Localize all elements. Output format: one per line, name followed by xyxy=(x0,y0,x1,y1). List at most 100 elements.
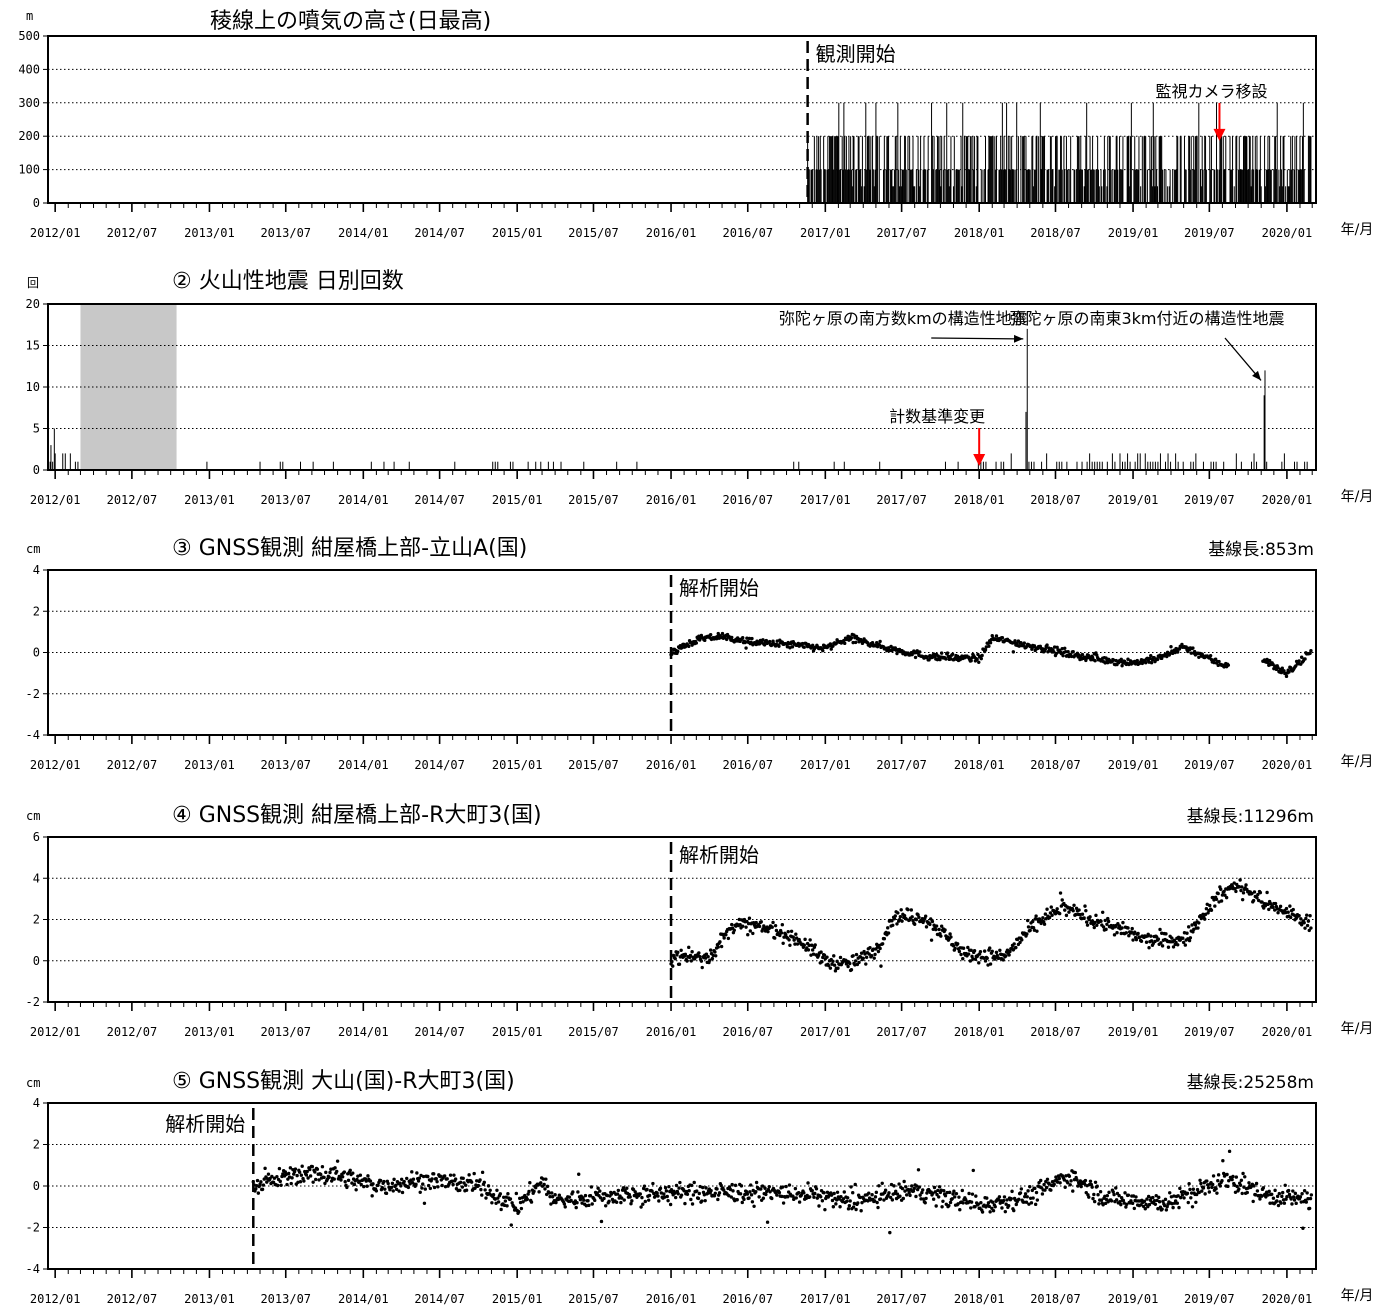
data-point xyxy=(710,956,715,961)
data-point xyxy=(732,928,736,932)
data-point xyxy=(842,638,846,643)
data-point xyxy=(436,1185,440,1189)
y-tick-label: -4 xyxy=(26,728,40,742)
data-point xyxy=(1284,674,1289,679)
data-point xyxy=(1024,1200,1029,1204)
data-point xyxy=(278,1179,282,1184)
data-point xyxy=(1126,926,1130,930)
data-point xyxy=(650,1189,654,1193)
data-point xyxy=(1208,903,1212,908)
data-point xyxy=(1090,1185,1094,1189)
x-tick-label: 2018/07 xyxy=(1030,226,1081,240)
data-point xyxy=(323,1181,327,1186)
data-point xyxy=(1227,1179,1231,1183)
data-point xyxy=(1286,1188,1291,1193)
data-point xyxy=(1189,1196,1193,1200)
y-tick-label: 4 xyxy=(33,1096,40,1110)
x-tick-label: 2015/01 xyxy=(492,758,543,772)
x-tick-label: 2015/07 xyxy=(568,758,619,772)
data-point xyxy=(916,1168,921,1172)
data-point xyxy=(808,938,812,942)
data-point xyxy=(384,1191,389,1196)
data-point xyxy=(777,1190,782,1195)
data-point xyxy=(272,1176,277,1180)
data-point xyxy=(944,657,948,661)
data-point xyxy=(275,1174,279,1179)
data-point xyxy=(255,1178,260,1183)
data-point xyxy=(1092,1192,1096,1197)
data-point xyxy=(716,945,720,949)
x-tick-label: 2018/01 xyxy=(954,758,1005,772)
data-point xyxy=(728,1187,733,1192)
data-point xyxy=(1025,918,1030,923)
data-point xyxy=(853,640,858,645)
panel-2: ② 火山性地震 日別回数 回弥陀ヶ原の南方数kmの構造性地震弥陀ヶ原の南東3km付… xyxy=(26,269,1374,507)
y-tick-label: -2 xyxy=(26,687,40,701)
data-point xyxy=(679,1193,684,1197)
data-point xyxy=(398,1181,402,1185)
data-point xyxy=(638,1192,642,1196)
start-marker-label: 解析開始 xyxy=(165,1112,245,1136)
data-point xyxy=(490,1201,494,1205)
data-point xyxy=(1303,926,1307,930)
data-point xyxy=(877,642,881,647)
data-point xyxy=(966,945,970,950)
data-point xyxy=(988,1210,992,1214)
data-point xyxy=(588,1194,593,1198)
data-point xyxy=(997,1195,1002,1199)
data-point xyxy=(549,1202,553,1206)
data-point xyxy=(925,1191,929,1195)
data-point xyxy=(780,923,785,927)
data-point xyxy=(967,1191,971,1196)
data-point xyxy=(1034,1190,1039,1195)
data-point xyxy=(1299,1200,1303,1204)
data-point xyxy=(715,1187,719,1191)
data-point xyxy=(333,1166,337,1170)
x-tick-label: 2017/07 xyxy=(876,493,927,507)
data-point xyxy=(1280,666,1284,670)
data-point xyxy=(741,636,745,640)
data-point xyxy=(1273,901,1278,906)
data-point xyxy=(953,946,957,951)
x-tick-label: 2016/01 xyxy=(646,226,697,240)
data-point xyxy=(510,1201,514,1205)
data-point xyxy=(1085,923,1090,927)
data-point xyxy=(1043,1188,1047,1192)
data-point xyxy=(987,1204,992,1209)
data-point xyxy=(1288,904,1292,908)
data-point xyxy=(838,1205,842,1209)
data-point xyxy=(813,943,817,947)
data-point xyxy=(537,1190,541,1194)
x-tick-label: 2015/01 xyxy=(492,493,543,507)
data-layer xyxy=(251,1149,1314,1235)
data-point xyxy=(658,1186,663,1191)
data-point xyxy=(1047,915,1052,920)
data-point xyxy=(673,957,677,961)
data-point xyxy=(800,641,805,646)
data-point xyxy=(1204,906,1209,911)
data-point xyxy=(1045,907,1049,911)
data-point xyxy=(519,1206,524,1211)
data-point xyxy=(622,1198,626,1202)
data-point xyxy=(730,922,734,927)
data-point xyxy=(1013,639,1017,643)
data-point xyxy=(945,651,950,655)
data-point xyxy=(977,961,981,965)
x-tick-label: 2017/07 xyxy=(876,1292,927,1306)
data-point xyxy=(874,1190,879,1195)
data-point xyxy=(1199,1181,1203,1186)
data-point xyxy=(614,1200,619,1204)
data-point xyxy=(1190,1205,1195,1209)
data-point xyxy=(502,1203,507,1208)
data-point xyxy=(1026,925,1031,929)
data-point xyxy=(1139,939,1144,943)
y-tick-label: 2 xyxy=(33,1138,40,1152)
data-point xyxy=(1134,1195,1138,1199)
data-point xyxy=(1238,1183,1243,1188)
x-tick-label: 2013/01 xyxy=(184,493,235,507)
data-point xyxy=(1063,650,1068,654)
data-point xyxy=(745,636,749,640)
data-point xyxy=(607,1199,611,1203)
x-tick-label: 2013/07 xyxy=(260,226,311,240)
data-point xyxy=(987,644,991,648)
